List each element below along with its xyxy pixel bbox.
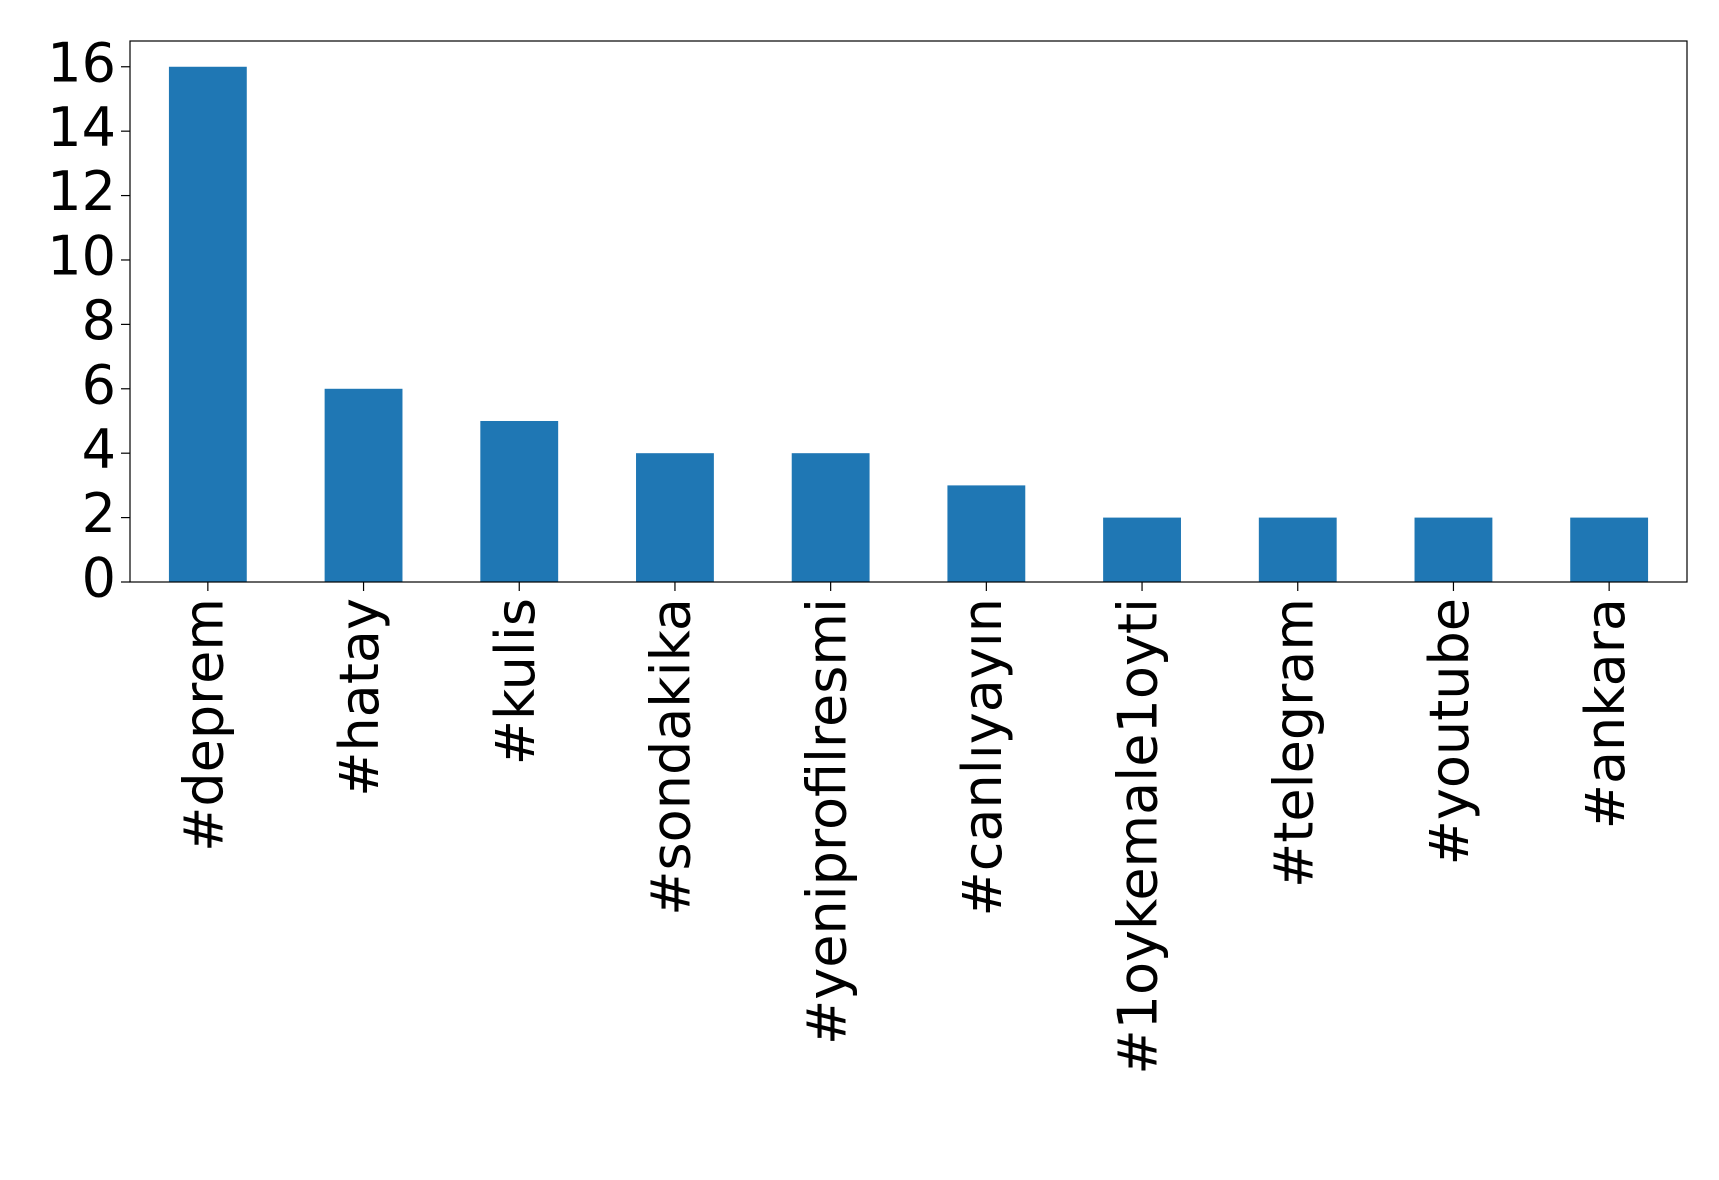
y-tick-label: 0 bbox=[82, 547, 116, 610]
y-tick-label: 16 bbox=[47, 31, 116, 94]
y-tick-label: 8 bbox=[82, 289, 116, 352]
x-tick-label: #1oykemale1oyti bbox=[1107, 598, 1170, 1075]
x-tick-label: #youtube bbox=[1418, 598, 1481, 865]
y-tick-label: 2 bbox=[82, 482, 116, 545]
x-tick-label: #hatay bbox=[328, 598, 391, 797]
y-tick-label: 6 bbox=[82, 353, 116, 416]
bar bbox=[324, 388, 403, 582]
bar bbox=[1570, 517, 1649, 582]
bar bbox=[480, 420, 559, 582]
y-tick-label: 14 bbox=[47, 96, 116, 159]
bar bbox=[947, 485, 1026, 582]
x-tick-label: #yeniprofilresmi bbox=[795, 598, 858, 1045]
y-tick-label: 12 bbox=[47, 160, 116, 223]
plot-frame bbox=[129, 40, 1688, 583]
bar bbox=[1414, 517, 1493, 582]
x-tick-label: #sondakika bbox=[640, 598, 703, 916]
y-tick-label: 4 bbox=[82, 418, 116, 481]
x-tick-label: #ankara bbox=[1574, 598, 1637, 829]
bar bbox=[1103, 517, 1181, 582]
y-tick-label: 10 bbox=[47, 225, 116, 288]
bar bbox=[636, 453, 714, 582]
bar bbox=[168, 66, 247, 582]
bar bbox=[1258, 517, 1337, 582]
x-tick-label: #canlıyayın bbox=[951, 598, 1014, 917]
x-tick-label: #kulis bbox=[484, 598, 547, 765]
bar bbox=[791, 453, 870, 582]
x-tick-label: #deprem bbox=[172, 598, 235, 852]
x-tick-label: #telegram bbox=[1262, 598, 1325, 888]
